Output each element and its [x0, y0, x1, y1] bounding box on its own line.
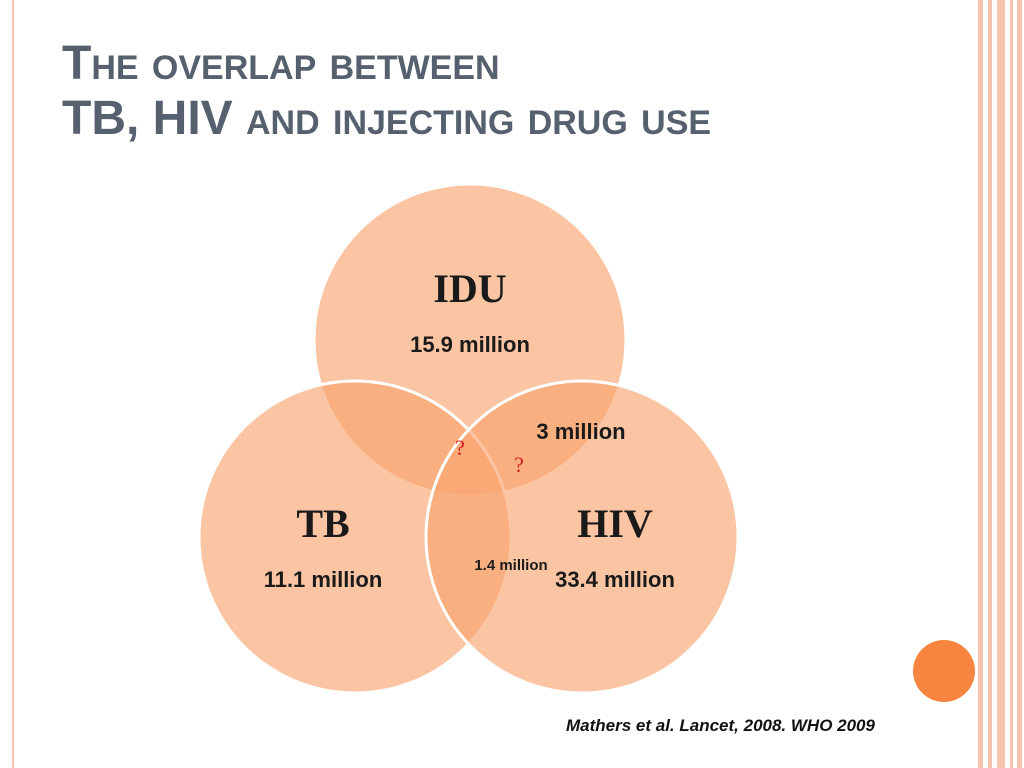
title-line-1: The overlap between [62, 37, 500, 90]
tb-value: 11.1 million [264, 567, 383, 592]
slide-title: The overlap between TB, HIV and injectin… [62, 36, 711, 146]
hiv-label: HIV [577, 501, 653, 546]
overlap-unknown-marker: ? [455, 435, 465, 460]
hiv-value: 33.4 million [555, 567, 675, 592]
tb-label: TB [296, 501, 349, 546]
decorative-dot [913, 640, 975, 702]
frame-line-right-2 [988, 0, 992, 768]
frame-line-right-1 [978, 0, 983, 768]
frame-line-right-3 [997, 0, 1005, 768]
frame-line-right-4 [1010, 0, 1013, 768]
idu-value: 15.9 million [410, 332, 530, 357]
idu-label: IDU [433, 266, 506, 311]
frame-line-right-5 [1017, 0, 1022, 768]
overlap-tb-hiv-value: 1.4 million [474, 557, 547, 574]
citation: Mathers et al. Lancet, 2008. WHO 2009 [566, 716, 875, 735]
overlap-unknown-marker: ? [514, 452, 524, 477]
title-line-2: TB, HIV and injecting drug use [62, 92, 712, 145]
frame-line-left [12, 0, 14, 768]
overlap-idu-hiv-value: 3 million [536, 419, 625, 444]
hiv-circle [424, 379, 740, 695]
